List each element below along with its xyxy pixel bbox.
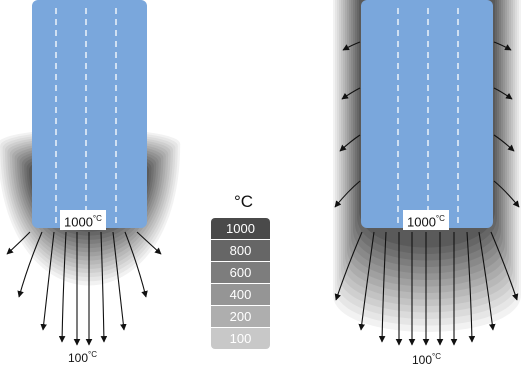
right-flow-arrows [334, 231, 519, 346]
legend-swatch-0: 1000 [211, 218, 270, 239]
right-edge-temp-unit: °C [432, 352, 442, 361]
legend-swatch-1: 800 [211, 240, 270, 261]
legend-unit: °C [234, 192, 254, 211]
left-heated-temp-value: 1000 [64, 214, 93, 230]
left-heated-temp-unit: °C [92, 214, 102, 223]
left-heated-temp-label: 1000°C [60, 210, 106, 231]
legend-swatch-4: 200 [211, 306, 270, 327]
legend-swatch-2: 600 [211, 262, 270, 283]
right-heated-temp-label: 1000°C [403, 210, 449, 231]
legend-swatch-3: 400 [211, 284, 270, 305]
right-panel [333, 0, 521, 346]
right-block-dashes [397, 8, 459, 225]
right-side-arrows [334, 41, 520, 208]
temperature-legend: 1000 800 600 400 200 100 [211, 218, 270, 350]
right-heated-temp-value: 1000 [407, 214, 436, 230]
left-edge-temp-unit: °C [88, 350, 98, 359]
legend-swatch-5: 100 [211, 328, 270, 349]
left-flow-arrows [6, 231, 162, 346]
right-heated-temp-unit: °C [435, 214, 445, 223]
right-edge-temp-label: 100°C [412, 352, 441, 367]
left-edge-temp-value: 100 [68, 351, 89, 365]
left-panel [0, 0, 181, 346]
left-block-dashes [55, 8, 117, 225]
right-heated-block [361, 0, 493, 228]
left-heated-block [32, 0, 147, 228]
right-edge-temp-value: 100 [412, 353, 433, 367]
left-edge-temp-label: 100°C [68, 350, 97, 365]
